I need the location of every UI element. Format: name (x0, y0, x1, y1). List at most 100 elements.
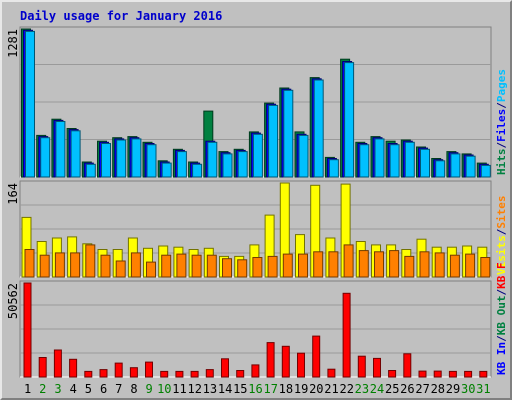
bar-kb-f-day-4 (69, 358, 78, 378)
x-tick-label: 4 (70, 382, 77, 396)
bar-pages-day-3 (55, 121, 66, 178)
bar-pages-day-11 (176, 151, 187, 178)
x-tick-label: 29 (446, 382, 460, 396)
bar-kb-f-day-11 (175, 370, 184, 378)
x-tick-label: 9 (145, 382, 152, 396)
bar-kb-f-day-17 (266, 342, 275, 378)
x-tick-label: 21 (324, 382, 338, 396)
bar-kb-f-day-16 (251, 364, 260, 378)
bar-pages-day-20 (313, 79, 324, 178)
bar-pages-day-29 (450, 153, 461, 178)
panel-2-legend: Visits/Sites (495, 196, 508, 276)
bar-kb-f-day-12 (190, 370, 199, 378)
bar-pages-day-7 (116, 139, 127, 178)
bar-sites-day-29 (449, 254, 460, 278)
bar-kb-f-day-18 (281, 345, 290, 378)
bar-kb-f-day-24 (373, 357, 381, 378)
bar-sites-day-7 (115, 260, 126, 278)
legend-entry: Files (495, 109, 508, 142)
bar-sites-day-26 (404, 255, 415, 278)
x-tick-label: 5 (85, 382, 92, 396)
bar-sites-day-27 (419, 251, 430, 278)
bar-pages-day-23 (359, 144, 370, 178)
panel-1-legend: Hits/Files/Pages (495, 69, 508, 175)
bar-kb-f-day-15 (236, 370, 245, 378)
x-tick-label: 10 (157, 382, 171, 396)
x-tick-label: 27 (415, 382, 429, 396)
bar-kb-f-day-3 (53, 349, 62, 378)
legend-entry: / (495, 228, 508, 235)
panel-3-ymax-label: 50562 (6, 283, 20, 319)
x-tick-label: 8 (130, 382, 137, 396)
x-tick-label: 26 (400, 382, 414, 396)
legend-entry: Visits (495, 235, 508, 275)
bar-kb-f-day-10 (160, 370, 169, 378)
bar-sites-day-12 (191, 254, 202, 278)
bar-kb-f-day-9 (145, 361, 153, 378)
bar-pages-day-17 (268, 104, 279, 178)
bar-kb-f-day-6 (99, 369, 108, 378)
bar-pages-day-15 (237, 151, 248, 178)
legend-entry: Sites (495, 196, 508, 229)
legend-entry: KB F (495, 262, 508, 289)
bar-kb-f-day-25 (388, 370, 397, 378)
bar-sites-day-22 (343, 244, 354, 278)
bar-sites-day-18 (282, 253, 293, 278)
bar-pages-day-21 (328, 159, 339, 178)
bar-kb-f-day-28 (433, 370, 442, 378)
bar-pages-day-26 (404, 141, 415, 178)
bar-kb-f-day-5 (84, 370, 93, 378)
x-tick-label: 1 (24, 382, 31, 396)
legend-entry: / (495, 289, 508, 296)
bar-sites-day-17 (267, 255, 278, 278)
legend-entry: Hits (495, 149, 508, 176)
bar-sites-day-4 (70, 252, 81, 278)
x-tick-label: 14 (218, 382, 232, 396)
bar-sites-day-25 (389, 250, 400, 278)
panel-2-ymax-label: 164 (6, 183, 20, 205)
bar-pages-day-4 (70, 130, 81, 178)
bar-sites-day-21 (328, 251, 339, 278)
x-tick-label: 22 (339, 382, 353, 396)
bar-sites-day-11 (176, 253, 187, 278)
bar-pages-day-24 (374, 138, 385, 178)
x-tick-label: 20 (309, 382, 323, 396)
bar-pages-day-18 (283, 89, 294, 178)
bar-kb-f-day-19 (297, 352, 305, 378)
bar-kb-f-day-20 (312, 335, 321, 378)
bar-pages-day-31 (480, 164, 491, 178)
x-tick-label: 3 (54, 382, 61, 396)
bar-kb-f-day-21 (327, 368, 336, 378)
bar-sites-day-14 (222, 258, 232, 278)
x-tick-label: 25 (385, 382, 399, 396)
x-tick-label: 19 (294, 382, 308, 396)
bar-sites-day-31 (480, 257, 491, 278)
bar-kb-f-day-8 (129, 367, 138, 378)
bar-pages-day-19 (298, 134, 309, 178)
bar-sites-day-6 (100, 254, 111, 278)
bar-sites-day-20 (313, 251, 324, 278)
x-tick-label: 12 (187, 382, 201, 396)
bar-kb-f-day-31 (479, 370, 488, 378)
panel-1-ymax-label: 1281 (6, 29, 20, 58)
x-tick-label: 2 (39, 382, 46, 396)
bar-pages-day-1 (25, 30, 35, 178)
legend-entry: / (495, 335, 508, 342)
bar-sites-day-9 (146, 261, 156, 278)
bar-pages-day-13 (207, 141, 218, 178)
bar-kb-f-day-23 (357, 355, 366, 378)
legend-entry: / (495, 142, 508, 149)
x-tick-label: 16 (248, 382, 262, 396)
bar-sites-day-30 (465, 253, 476, 278)
bar-pages-day-25 (389, 144, 400, 178)
bar-sites-day-5 (85, 244, 96, 278)
bar-sites-day-10 (161, 254, 172, 278)
legend-entry: KB In (495, 342, 508, 375)
bar-sites-day-1 (24, 249, 35, 278)
x-tick-label: 6 (100, 382, 107, 396)
bar-pages-day-28 (435, 160, 446, 178)
bar-sites-day-19 (298, 253, 308, 278)
bar-kb-f-day-7 (114, 362, 123, 378)
bar-pages-day-27 (420, 148, 430, 178)
bar-sites-day-16 (252, 257, 263, 278)
